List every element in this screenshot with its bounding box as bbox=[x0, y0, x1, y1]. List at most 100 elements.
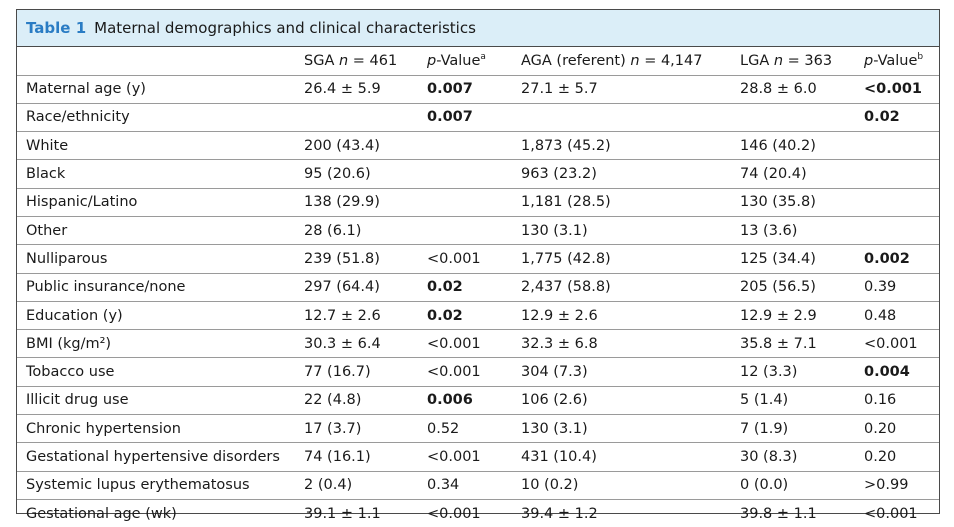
p-value-a bbox=[427, 188, 521, 216]
p-value-a bbox=[427, 132, 521, 160]
row-label: Other bbox=[26, 222, 68, 239]
table-row: Public insurance/none 297 (64.4) 0.02 2,437… bbox=[17, 273, 939, 301]
lga-value: 13 (3.6) bbox=[740, 222, 798, 239]
p-value-b: <0.001 bbox=[864, 335, 918, 352]
table-row: Race/ethnicity 0.007 0.02 bbox=[17, 103, 939, 131]
table-row: Education (y) 12.7 ± 2.6 0.02 12.9 ± 2.6 12.… bbox=[17, 301, 939, 329]
p-value-a: 0.02 bbox=[427, 279, 463, 296]
table-row: Other 28 (6.1) 130 (3.1) 13 (3.6) bbox=[17, 216, 939, 244]
p-value-a: 0.007 bbox=[427, 81, 473, 98]
row-label: Public insurance/none bbox=[26, 279, 186, 296]
sga-value: 200 (43.4) bbox=[304, 137, 380, 154]
p-value-b: 0.39 bbox=[864, 279, 897, 296]
p-value-b: 0.20 bbox=[864, 420, 897, 437]
row-label: Black bbox=[26, 166, 66, 183]
row-label: Education (y) bbox=[26, 307, 123, 324]
p-value-a: <0.001 bbox=[427, 335, 481, 352]
sga-value: 2 (0.4) bbox=[304, 477, 353, 494]
aga-value: 10 (0.2) bbox=[521, 477, 579, 494]
header-p-value-b: p-Valueb bbox=[864, 51, 924, 69]
aga-value: 130 (3.1) bbox=[521, 222, 588, 239]
lga-value: 7 (1.9) bbox=[740, 420, 789, 437]
table-row: Tobacco use 77 (16.7) <0.001 304 (7.3) 12 (3… bbox=[17, 357, 939, 386]
p-value-a: <0.001 bbox=[427, 449, 481, 465]
table-row: Illicit drug use 22 (4.8) 0.006 106 (2.6) 5 … bbox=[17, 386, 939, 414]
row-label: White bbox=[26, 137, 69, 154]
p-value-b bbox=[864, 160, 939, 188]
p-value-a bbox=[427, 160, 521, 188]
p-value-b: 0.20 bbox=[864, 449, 897, 465]
table-frame: Table 1 Maternal demographics and clinic… bbox=[16, 9, 940, 522]
p-value-b: 0.004 bbox=[864, 364, 910, 381]
p-value-b: <0.001 bbox=[864, 81, 923, 98]
p-value-a: 0.006 bbox=[427, 392, 473, 409]
header-aga: AGA (referent) n = 4,147 bbox=[521, 52, 703, 69]
row-label: Maternal age (y) bbox=[26, 81, 146, 98]
lga-value bbox=[740, 103, 864, 131]
lga-value: 125 (34.4) bbox=[740, 250, 816, 267]
sga-value bbox=[304, 103, 427, 131]
table-row: Chronic hypertension 17 (3.7) 0.52 130 (3.1… bbox=[17, 414, 939, 443]
row-label: Gestational hypertensive disorders bbox=[26, 449, 280, 465]
table-row: Hispanic/Latino 138 (29.9) 1,181 (28.5) 130… bbox=[17, 188, 939, 216]
sga-value: 26.4 ± 5.9 bbox=[304, 81, 381, 98]
sga-value: 74 (16.1) bbox=[304, 449, 371, 465]
row-label: Gestational age (wk) bbox=[26, 505, 177, 522]
lga-value: 39.8 ± 1.1 bbox=[740, 505, 817, 522]
row-label: Illicit drug use bbox=[26, 392, 129, 409]
lga-value: 12 (3.3) bbox=[740, 364, 798, 381]
lga-value: 35.8 ± 7.1 bbox=[740, 335, 817, 352]
table-row: BMI (kg/m²) 30.3 ± 6.4 <0.001 32.3 ± 6.8 35.… bbox=[17, 329, 939, 358]
table-row: Systemic lupus erythematosus 2 (0.4) 0.34 1… bbox=[17, 471, 939, 499]
sga-value: 12.7 ± 2.6 bbox=[304, 307, 381, 324]
row-label: Nulliparous bbox=[26, 250, 108, 267]
sga-value: 138 (29.9) bbox=[304, 194, 380, 211]
sga-value: 297 (64.4) bbox=[304, 279, 380, 296]
p-value-a: 0.34 bbox=[427, 477, 460, 494]
lga-value: 74 (20.4) bbox=[740, 166, 807, 183]
row-label: Systemic lupus erythematosus bbox=[26, 477, 250, 494]
lga-value: 5 (1.4) bbox=[740, 392, 789, 409]
sga-value: 22 (4.8) bbox=[304, 392, 362, 409]
lga-value: 28.8 ± 6.0 bbox=[740, 81, 817, 98]
p-value-b: >0.99 bbox=[864, 477, 909, 494]
table-body: Maternal age (y) 26.4 ± 5.9 0.007 27.1 ± 5.… bbox=[17, 75, 939, 527]
table-row: Maternal age (y) 26.4 ± 5.9 0.007 27.1 ± 5.… bbox=[17, 75, 939, 103]
table-title-bar: Table 1 Maternal demographics and clinic… bbox=[17, 10, 939, 47]
aga-value bbox=[521, 103, 740, 131]
header-sga: SGA n = 461 bbox=[304, 52, 398, 69]
aga-value: 1,873 (45.2) bbox=[521, 137, 611, 154]
p-value-a: 0.52 bbox=[427, 420, 460, 437]
aga-value: 2,437 (58.8) bbox=[521, 279, 611, 296]
table-row: White 200 (43.4) 1,873 (45.2) 146 (40.2) bbox=[17, 131, 939, 160]
aga-value: 1,775 (42.8) bbox=[521, 250, 611, 267]
lga-value: 0 (0.0) bbox=[740, 477, 789, 494]
sga-value: 95 (20.6) bbox=[304, 166, 371, 183]
table-title: Maternal demographics and clinical chara… bbox=[94, 19, 476, 37]
row-label: Hispanic/Latino bbox=[26, 194, 138, 211]
p-value-b: 0.48 bbox=[864, 307, 897, 324]
header-blank bbox=[17, 47, 304, 75]
sga-value: 17 (3.7) bbox=[304, 420, 362, 437]
lga-value: 30 (8.3) bbox=[740, 449, 798, 465]
table-row: Black 95 (20.6) 963 (23.2) 74 (20.4) bbox=[17, 159, 939, 188]
sga-value: 28 (6.1) bbox=[304, 222, 362, 239]
sga-value: 39.1 ± 1.1 bbox=[304, 505, 381, 522]
p-value-b: 0.002 bbox=[864, 250, 910, 267]
sga-value: 77 (16.7) bbox=[304, 364, 371, 381]
aga-value: 39.4 ± 1.2 bbox=[521, 505, 598, 522]
aga-value: 304 (7.3) bbox=[521, 364, 588, 381]
data-table: SGA n = 461 p-Valuea AGA (referent) n = … bbox=[17, 47, 939, 527]
p-value-b bbox=[864, 216, 939, 244]
row-label: Tobacco use bbox=[26, 364, 115, 381]
header-lga: LGA n = 363 bbox=[740, 52, 833, 69]
p-value-a bbox=[427, 216, 521, 244]
aga-value: 1,181 (28.5) bbox=[521, 194, 611, 211]
lga-value: 130 (35.8) bbox=[740, 194, 816, 211]
p-value-b: 0.02 bbox=[864, 109, 900, 126]
aga-value: 32.3 ± 6.8 bbox=[521, 335, 598, 352]
p-value-b bbox=[864, 188, 939, 216]
aga-value: 963 (23.2) bbox=[521, 166, 597, 183]
aga-value: 12.9 ± 2.6 bbox=[521, 307, 598, 324]
row-label: Race/ethnicity bbox=[26, 109, 130, 126]
